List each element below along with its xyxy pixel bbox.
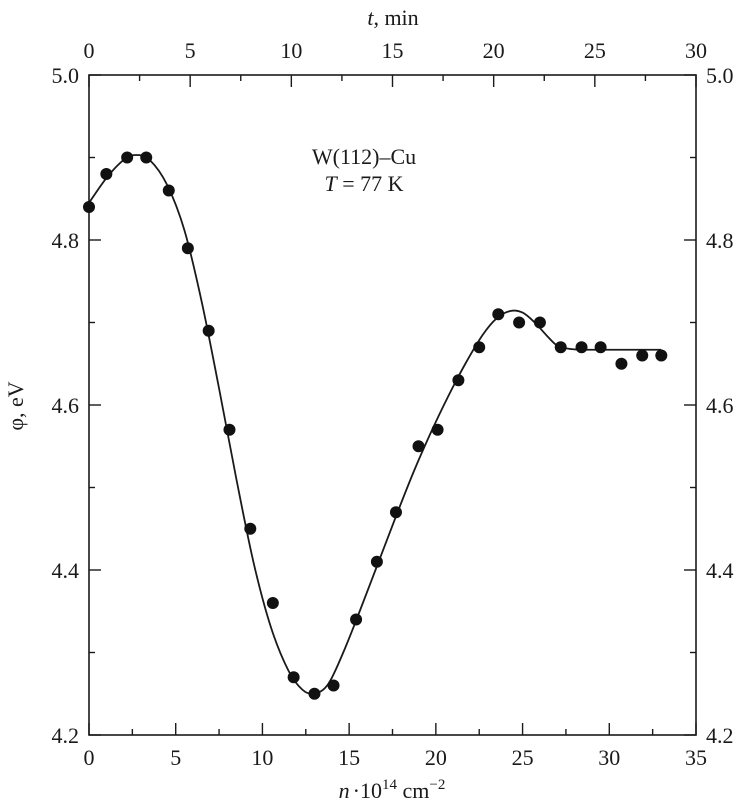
data-point [223,423,236,436]
y-tick-label-right: 4.8 [706,228,734,253]
y-tick-label-left: 4.8 [52,228,80,253]
y-tick-label-left: 4.2 [52,723,80,748]
data-point [533,316,546,329]
x-axis-var: n [339,778,350,803]
x-tick-label: 10 [251,745,273,770]
y-tick-labels-left: 4.2 4.4 4.6 4.8 5.0 [52,63,80,748]
data-point [655,349,668,362]
data-point [389,506,402,519]
x-tick-label: 5 [170,745,181,770]
data-point [181,242,194,255]
data-point [140,151,153,164]
data-point [327,679,340,692]
y-axis-title: φ, eV [3,381,28,430]
x2-tick-label: 10 [280,38,302,63]
x-axis-base: 10 [360,778,382,803]
x2-tick-label: 15 [382,38,404,63]
data-point [554,341,567,354]
x-tick-labels: 0 5 10 15 20 25 30 35 [84,745,708,770]
annotation-temp-value: = 77 K [337,171,404,196]
data-point [452,374,465,387]
x2-tick-label: 30 [685,38,707,63]
y-tick-label-right: 5.0 [706,63,734,88]
data-point [431,423,444,436]
data-point [615,357,628,370]
data-point [412,440,425,453]
axis-ticks [88,74,697,736]
x2-tick-label: 5 [185,38,196,63]
x2-tick-labels: 0 5 10 15 20 25 30 [84,38,708,63]
x2-tick-label: 0 [84,38,95,63]
x-tick-label: 20 [425,745,447,770]
x-tick-label: 30 [598,745,620,770]
y-tick-label-left: 4.4 [52,558,80,583]
data-point [100,168,113,180]
x-axis-dot: · [353,778,360,803]
data-point [83,201,95,213]
x-tick-label: 35 [685,745,707,770]
data-points [83,151,668,700]
y-tick-label-right: 4.6 [706,393,734,418]
x-axis-exp: 14 [382,777,398,793]
data-point [594,341,607,354]
data-point [266,597,279,609]
annotation-line-2: T = 77 K [324,171,403,196]
annotation-temp-var: T [324,171,338,196]
y-tick-label-right: 4.4 [706,558,734,583]
x2-axis-title: t, min [367,5,418,30]
x-axis-title: n ·1014 cm−2 [339,777,446,803]
y-tick-labels-right: 4.2 4.4 4.6 4.8 5.0 [706,63,734,748]
fit-curve [88,154,662,695]
x-tick-label: 0 [84,745,95,770]
x2-axis-unit: , min [373,5,418,30]
data-point [350,613,363,626]
annotation-line-1: W(112)–Cu [312,144,416,169]
x2-tick-label: 20 [483,38,505,63]
data-point [308,687,321,700]
y-tick-label-left: 4.6 [52,393,80,418]
data-point [492,308,505,321]
data-point [473,341,486,354]
data-point [513,316,526,329]
x-tick-label: 15 [338,745,360,770]
x-tick-label: 25 [512,745,534,770]
data-point [575,341,588,354]
y-tick-label-right: 4.2 [706,723,734,748]
data-point [202,324,215,337]
x-axis-unit: cm [397,778,429,803]
x-axis-unit-exp: −2 [429,777,445,793]
x2-tick-label: 25 [584,38,606,63]
x2-axis-var: t [367,5,374,30]
data-point [370,555,383,568]
data-point [162,184,175,197]
data-point [636,349,649,362]
data-point [287,671,300,684]
y-tick-label-left: 5.0 [52,63,80,88]
data-point [121,151,134,164]
data-point [244,522,257,535]
